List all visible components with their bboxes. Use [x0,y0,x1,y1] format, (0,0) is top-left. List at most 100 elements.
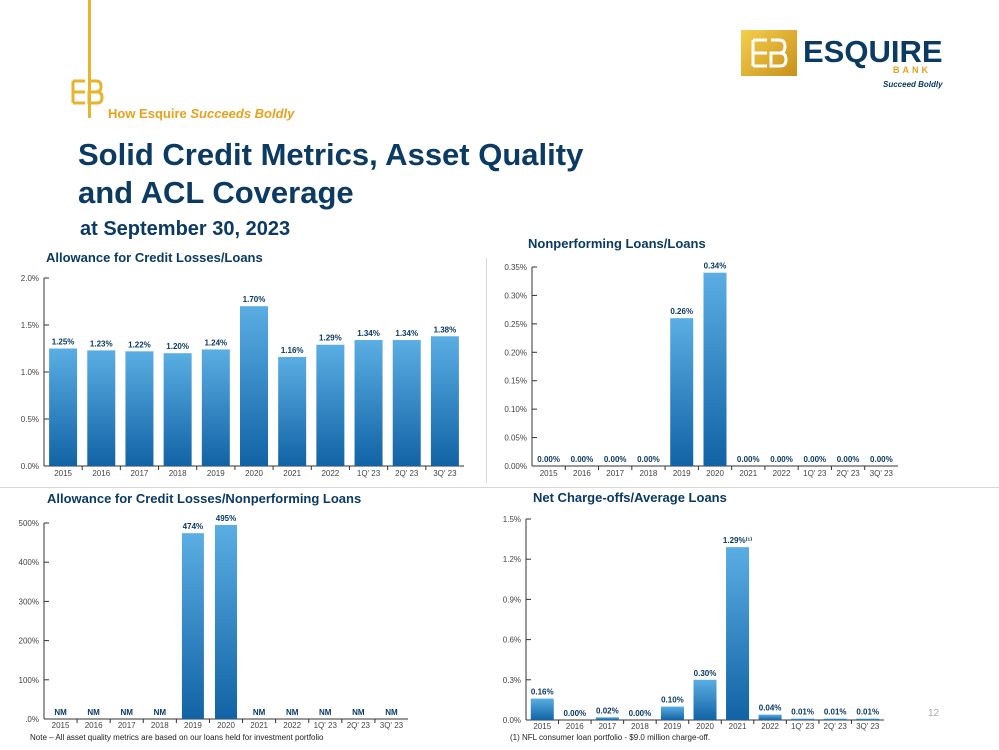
page-title: Solid Credit Metrics, Asset Quality and … [78,136,718,212]
chart-title-acl-loans: Allowance for Credit Losses/Loans [46,250,263,265]
data-label: NM [352,708,365,717]
y-tick-label: 0.00% [504,462,527,471]
chart-title-nco-loans: Net Charge-offs/Average Loans [533,490,727,505]
data-label: 474% [183,522,203,531]
esquire-bank-logo: ESQUIRE BANK Succeed Boldly [741,30,943,92]
data-label: 1.20% [166,342,189,351]
x-tick-label: 2019 [673,469,691,478]
x-tick-label: 2020 [245,469,263,478]
footnote-right: (1) NFL consumer loan portfolio - $9.0 m… [510,733,711,742]
y-tick-label: 0.25% [504,320,527,329]
bar-2019 [181,533,204,719]
x-tick-label: 2017 [118,721,136,730]
tagline-prefix: How Esquire [108,106,191,121]
bar-2020 [240,306,268,466]
logo-wordmark: ESQUIRE [803,34,943,69]
data-label: 1.38% [434,325,457,334]
data-label: 0.01% [824,708,847,717]
tagline-emphasis: Succeeds Boldly [190,106,295,121]
chart-acl-npl: .0% 100% 200% 300% 400% 500% NM 2015 NM 2016 NM 201… [19,514,408,730]
x-tick-label: 2015 [540,469,558,478]
data-label: 1.34% [357,329,380,338]
data-label: 1.16% [281,346,304,355]
data-label: 0.00% [837,455,860,464]
y-tick-label: 2.0% [21,274,39,283]
data-label: 0.30% [694,669,717,678]
data-label: 1.34% [395,329,418,338]
x-tick-label: 2022 [773,469,791,478]
data-label: 0.10% [661,696,684,705]
x-tick-label: 2018 [640,469,658,478]
data-label: 0.00% [629,709,652,718]
data-label: 0.00% [604,455,627,464]
data-label: 0.00% [537,455,560,464]
y-tick-label: 1.0% [21,368,39,377]
x-tick-label: 2015 [533,722,551,731]
x-tick-label: 3Q' 23 [380,721,404,730]
logo-emblem [741,30,797,76]
bar-2017 [595,717,619,720]
x-tick-label: 2016 [85,721,103,730]
data-label: 0.26% [670,307,693,316]
x-tick-label: 3Q' 23 [870,469,894,478]
data-label: NM [253,708,266,717]
x-tick-label: 2018 [151,721,169,730]
data-label: 1.70% [243,295,266,304]
x-tick-label: 2022 [283,721,301,730]
x-tick-label: 1Q' 23 [791,722,815,731]
x-tick-label: 2019 [664,722,682,731]
data-label: 0.00% [563,709,586,718]
x-tick-label: 2017 [598,722,616,731]
data-label: NM [54,708,67,717]
bar-2022 [758,714,782,720]
bar-3q23 [856,718,880,720]
bar-1q23 [354,340,383,466]
data-label: 0.00% [737,455,760,464]
horizontal-divider [0,487,999,488]
bar-2018 [163,353,192,466]
x-tick-label: 1Q' 23 [803,469,827,478]
y-tick-label: .0% [25,715,39,724]
y-tick-label: 0.0% [503,716,521,725]
chart-acl-loans: 0.0% 0.5% 1.0% 1.5% 2.0% 1.25% 2015 1.23% 2016 1.… [21,274,464,478]
bar-2021 [726,547,750,720]
y-tick-label: 0.5% [21,415,39,424]
x-tick-label: 2020 [696,722,714,731]
data-label: 1.29% [319,334,342,343]
chart-npl-loans: 0.00% 0.05% 0.10% 0.15% 0.20% 0.25% 0.30% 0.35%… [504,262,898,478]
x-tick-label: 2Q' 23 [347,721,371,730]
data-label: 1.23% [90,339,113,348]
eb-monogram-icon [71,79,104,105]
x-tick-label: 2021 [283,469,301,478]
data-label: 0.01% [791,708,814,717]
data-label: 0.04% [759,704,782,713]
x-tick-label: 2Q' 23 [836,469,860,478]
vertical-divider [486,258,487,483]
x-tick-label: 2021 [250,721,268,730]
x-tick-label: 2020 [217,721,235,730]
y-tick-label: 0.6% [503,636,521,645]
data-label: NM [385,708,398,717]
data-label: 0.02% [596,706,619,715]
data-label: NM [154,708,167,717]
page-subtitle: at September 30, 2023 [80,218,291,240]
x-tick-label: 2016 [92,469,110,478]
data-label: 0.00% [870,455,893,464]
bar-3q23 [430,336,459,466]
bar-2021 [278,356,307,466]
y-tick-label: 0.15% [504,377,527,386]
chart-title-acl-npl: Allowance for Credit Losses/Nonperformin… [47,491,362,506]
x-tick-label: 2Q' 23 [824,722,848,731]
y-tick-label: 400% [19,558,39,567]
y-tick-label: 0.0% [21,462,39,471]
chart-title-npl-loans: Nonperforming Loans/Loans [528,236,706,251]
chart-nco-loans: 0.0% 0.3% 0.6% 0.9% 1.2% 1.5% 0.16% 2015 0.00% 20… [503,515,884,731]
bar-2q23 [823,718,847,720]
x-tick-label: 2015 [52,721,70,730]
x-tick-label: 2021 [739,469,757,478]
x-tick-label: 2022 [321,469,339,478]
x-tick-label: 2018 [169,469,187,478]
x-tick-label: 2Q' 23 [395,469,419,478]
x-tick-label: 2016 [566,722,584,731]
y-tick-label: 300% [19,597,39,606]
